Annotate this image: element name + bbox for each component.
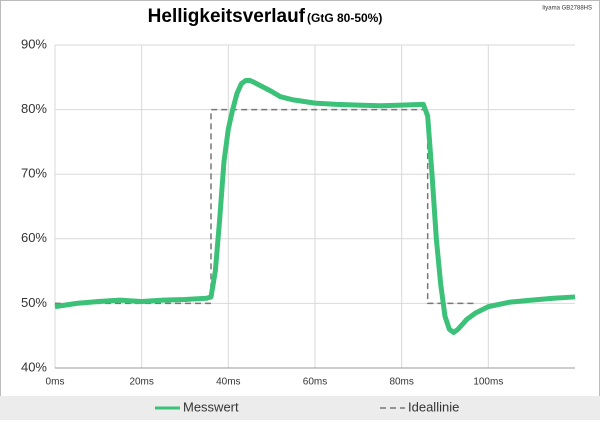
y-tick-label: 90% [21,36,47,51]
series-line [54,78,576,335]
y-tick-label: 80% [21,101,47,116]
legend-bg [0,396,600,420]
x-tick-label: 100ms [473,377,503,388]
chart-title: Helligkeitsverlauf [148,6,306,27]
x-tick-label: 60ms [303,377,327,388]
legend-label: Ideallinie [408,399,459,414]
y-tick-label: 50% [21,295,47,310]
series-line [55,108,476,305]
x-tick-label: 0ms [46,377,65,388]
y-tick-label: 40% [21,359,47,374]
legend-label: Messwert [183,399,239,414]
x-tick-label: 80ms [389,377,413,388]
annotation: Iiyama GB2788HS [542,6,592,12]
x-tick-label: 20ms [129,377,153,388]
chart-subtitle: (GtG 80-50%) [307,11,382,25]
x-tick-label: 40ms [216,377,240,388]
y-tick-label: 60% [21,230,47,245]
y-tick-label: 70% [21,166,47,181]
